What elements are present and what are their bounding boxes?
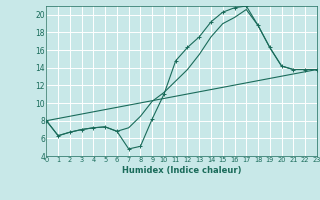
- X-axis label: Humidex (Indice chaleur): Humidex (Indice chaleur): [122, 166, 241, 175]
